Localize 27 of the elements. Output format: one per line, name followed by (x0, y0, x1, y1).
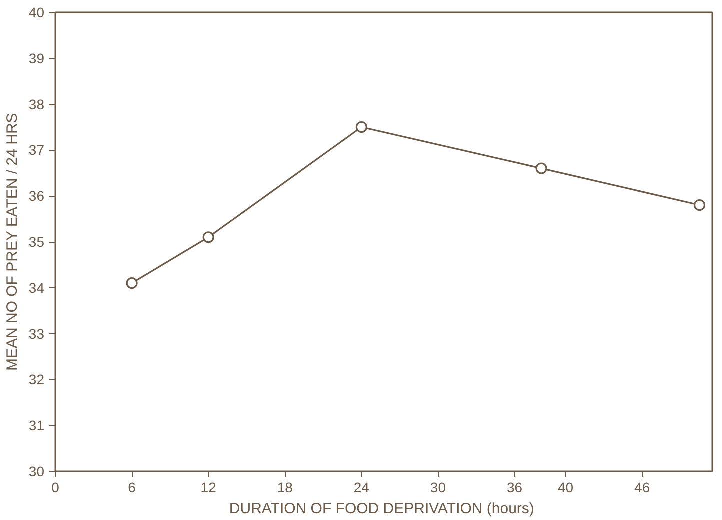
point (126, 278, 138, 290)
x-tick-label: 36 (506, 480, 523, 496)
y-tick-label: 37 (28, 142, 45, 158)
x-tick-label: 0 (52, 480, 60, 496)
x-tick-label: 40 (558, 480, 574, 496)
x-tick-label: 46 (634, 480, 650, 496)
y-tick-label: 36 (28, 188, 45, 204)
y-tick-label: 35 (28, 234, 45, 250)
x-tick-label: 6 (128, 480, 136, 496)
y-tick-label: 34 (28, 280, 45, 296)
x-axis-title: DURATION OF FOOD DEPRIVATION (hours) (229, 500, 534, 518)
y-tick-label: 38 (28, 96, 45, 112)
x-tick-label: 30 (430, 480, 446, 496)
x-tick-label: 18 (277, 480, 294, 496)
y-tick-label: 31 (28, 418, 45, 434)
point (202, 232, 214, 244)
y-tick-label: 39 (28, 50, 45, 66)
x-tick-label: 12 (200, 480, 217, 496)
point (356, 121, 368, 134)
point (694, 199, 706, 212)
point (536, 162, 548, 174)
y-tick-label: 30 (28, 464, 45, 480)
y-tick-label: 32 (28, 372, 45, 388)
y-tick-label: 33 (28, 326, 45, 342)
x-tick-label: 24 (354, 480, 370, 496)
y-axis-title: MEAN NO OF PREY EATEN / 24 HRS (4, 113, 21, 372)
y-tick-label: 40 (28, 4, 45, 20)
